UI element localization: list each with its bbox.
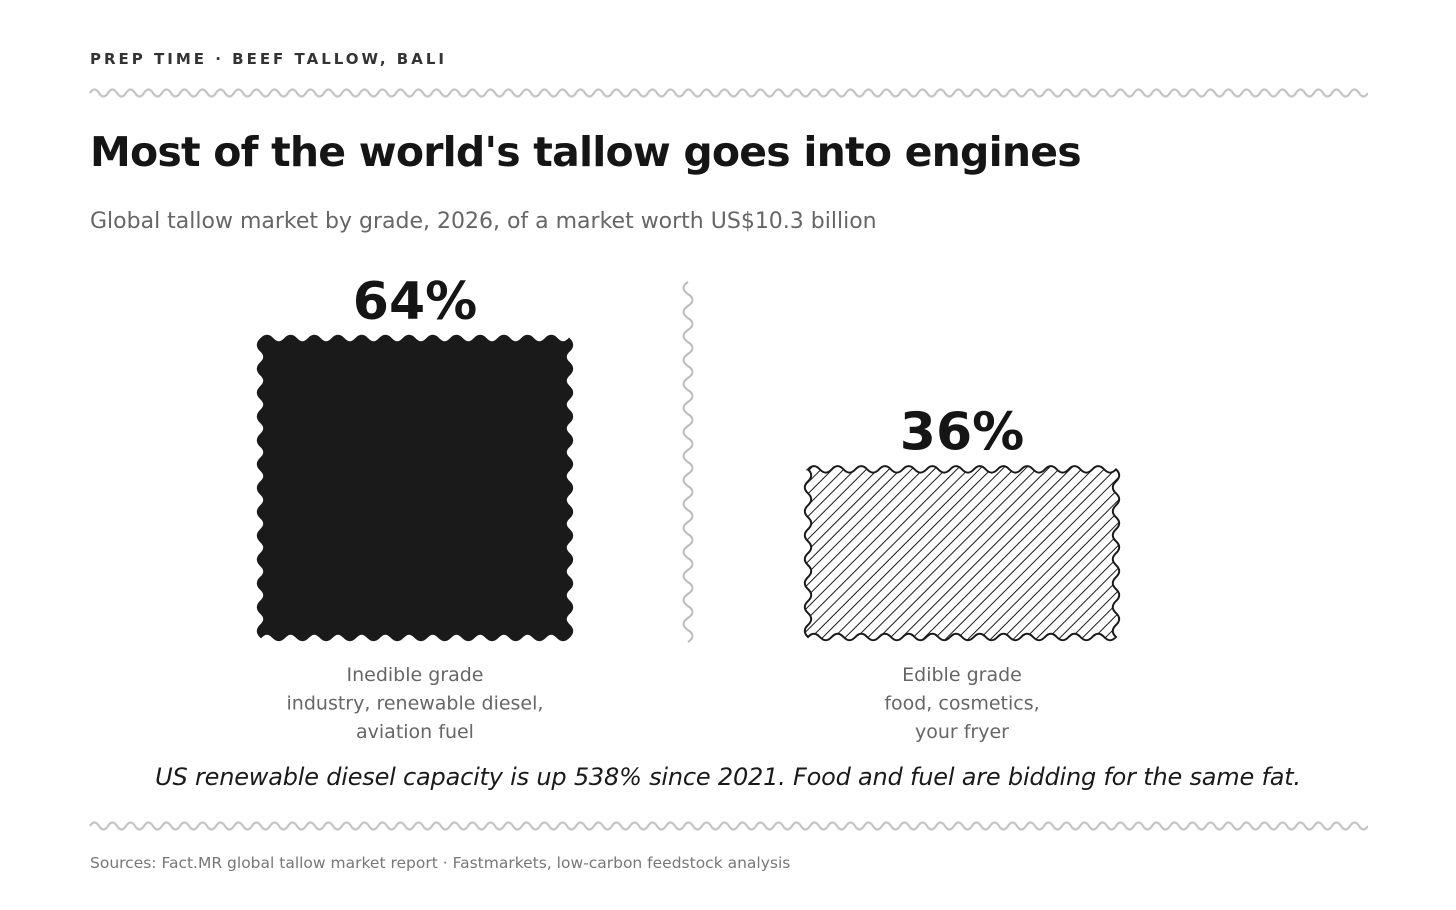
sources-line: Sources: Fact.MR global tallow market re…	[90, 854, 791, 872]
category-detail: industry, renewable diesel,	[287, 693, 544, 715]
bar-inedible-grade	[256, 334, 574, 642]
value-label: 64%	[353, 272, 477, 332]
wavy-separator	[682, 281, 694, 643]
category-detail: your fryer	[915, 721, 1009, 743]
bottom-wavy-divider	[89, 821, 1368, 831]
footnote-callout: US renewable diesel capacity is up 538% …	[155, 763, 1301, 791]
category-label: Edible grade	[902, 664, 1022, 686]
category-detail: food, cosmetics,	[884, 693, 1039, 715]
chart-title: Most of the world's tallow goes into eng…	[90, 128, 1082, 176]
value-label: 36%	[900, 402, 1024, 462]
top-wavy-divider	[89, 88, 1368, 98]
category-detail: aviation fuel	[356, 721, 474, 743]
category-label: Inedible grade	[346, 664, 483, 686]
bar-edible-grade	[803, 465, 1121, 642]
kicker: PREP TIME · BEEF TALLOW, BALI	[90, 50, 447, 68]
bar-chart: 64% Inedible grade industry, renewable die…	[256, 272, 1121, 743]
chart-subtitle: Global tallow market by grade, 2026, of …	[90, 209, 877, 234]
